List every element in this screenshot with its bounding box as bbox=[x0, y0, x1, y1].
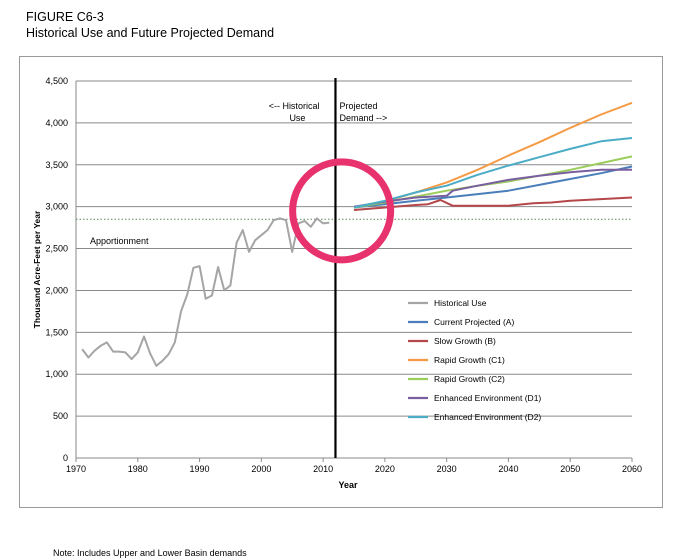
line-chart: 0 500 1,000 1,500 2,000 2,500 3,000 3,500 4,000 4… bbox=[32, 76, 642, 490]
legend-label: Historical Use bbox=[434, 298, 487, 308]
historical-annotation-line1: <-- Historical bbox=[269, 101, 320, 111]
chart-frame: 0 500 1,000 1,500 2,000 2,500 3,000 3,500 4,000 4… bbox=[19, 56, 663, 558]
x-tick-label: 2010 bbox=[313, 464, 333, 474]
y-tick-label: 2,000 bbox=[45, 285, 68, 295]
series-line-historical-use bbox=[81, 217, 330, 367]
chart-note: Note: Includes Upper and Lower Basin dem… bbox=[53, 548, 247, 558]
apportionment-label: Apportionment bbox=[90, 236, 149, 246]
legend-label: Enhanced Environment (D1) bbox=[434, 393, 541, 403]
x-tick-label: 2020 bbox=[375, 464, 395, 474]
legend-label: Rapid Growth (C2) bbox=[434, 374, 505, 384]
x-tick-label: 2030 bbox=[437, 464, 457, 474]
legend-label: Current Projected (A) bbox=[434, 317, 514, 327]
series-line-current-projected-a bbox=[353, 165, 633, 209]
y-tick-label: 500 bbox=[53, 411, 68, 421]
projected-annotation-line1: Projected bbox=[339, 101, 377, 111]
highlight-circle bbox=[289, 158, 395, 264]
y-tick-label: 1,500 bbox=[45, 327, 68, 337]
series-line-enhanced-environment-d2 bbox=[353, 137, 633, 209]
series-line-slow-growth-b bbox=[353, 196, 633, 211]
legend-label: Rapid Growth (C1) bbox=[434, 355, 505, 365]
series-line-enhanced-environment-d1 bbox=[353, 168, 632, 208]
projected-annotation-line2: Demand --> bbox=[339, 113, 387, 123]
x-tick-label: 2060 bbox=[622, 464, 642, 474]
x-tick-label: 2040 bbox=[498, 464, 518, 474]
figure-title: Historical Use and Future Projected Dema… bbox=[26, 26, 275, 40]
y-tick-label: 3,000 bbox=[45, 202, 68, 212]
legend-label: Slow Growth (B) bbox=[434, 336, 496, 346]
figure-label: FIGURE C6-3 bbox=[26, 10, 104, 24]
y-tick-label: 4,000 bbox=[45, 118, 68, 128]
y-tick-label: 2,500 bbox=[45, 244, 68, 254]
x-tick-label: 2000 bbox=[251, 464, 271, 474]
y-axis-title: Thousand Acre-Feet per Year bbox=[32, 210, 42, 328]
legend-label: Enhanced Environment (D2) bbox=[434, 412, 541, 422]
y-tick-label: 1,000 bbox=[45, 369, 68, 379]
y-tick-label: 4,500 bbox=[45, 76, 68, 86]
x-tick-label: 1980 bbox=[128, 464, 148, 474]
x-tick-label: 1990 bbox=[190, 464, 210, 474]
historical-annotation-line2: Use bbox=[289, 113, 305, 123]
y-tick-label: 3,500 bbox=[45, 160, 68, 170]
x-tick-label: 2050 bbox=[560, 464, 580, 474]
y-tick-label: 0 bbox=[63, 453, 68, 463]
x-tick-label: 1970 bbox=[66, 464, 86, 474]
x-axis-title: Year bbox=[338, 480, 358, 490]
